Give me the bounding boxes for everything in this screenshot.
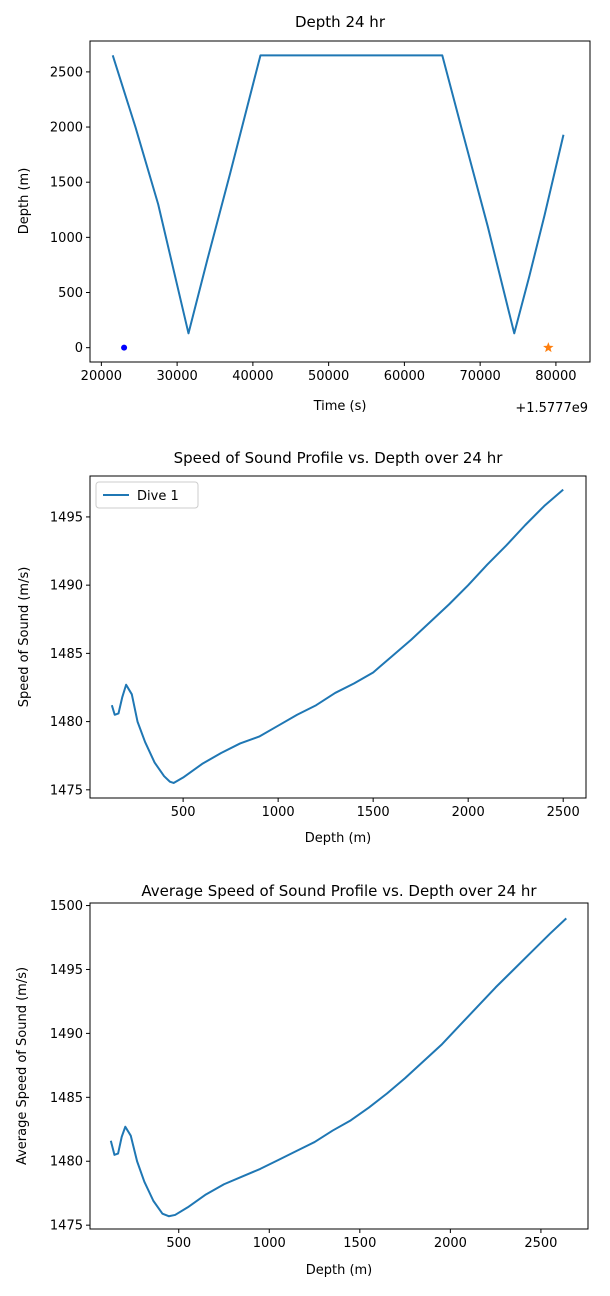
x-axis-offset-label: +1.5777e9	[515, 401, 588, 416]
x-tick-label: 30000	[156, 369, 197, 384]
y-tick-label: 2000	[50, 121, 83, 136]
x-tick-label: 2500	[524, 1236, 557, 1251]
axes-frame	[89, 40, 591, 363]
x-tick-label: 70000	[459, 369, 500, 384]
x-tick-label: 80000	[535, 369, 576, 384]
legend-frame	[95, 481, 199, 509]
axes-frame	[89, 475, 587, 799]
y-tick-label: 1480	[50, 1155, 83, 1170]
y-tick-label: 1475	[50, 1219, 83, 1234]
x-axis-label: Depth (m)	[305, 831, 372, 846]
x-axis-label: Time (s)	[313, 399, 367, 414]
axes-frame	[89, 902, 589, 1230]
y-tick-label: 1485	[50, 1091, 83, 1106]
y-tick-label: 1500	[50, 176, 83, 191]
chart-title: Depth 24 hr	[295, 13, 386, 31]
x-tick-label: 1000	[262, 805, 295, 820]
x-tick-label: 60000	[384, 369, 425, 384]
x-tick-label: 2500	[547, 805, 580, 820]
series-line-1	[111, 54, 565, 335]
legend: Dive 1	[95, 481, 199, 509]
plot-area	[110, 488, 564, 784]
y-tick-label: 1500	[50, 899, 83, 914]
y-tick-label: 1475	[50, 783, 83, 798]
x-tick-label: 500	[166, 1236, 191, 1251]
y-axis-label: Speed of Sound (m/s)	[17, 567, 32, 708]
x-tick-label: 2000	[434, 1236, 467, 1251]
y-tick-label: 1490	[50, 579, 83, 594]
x-tick-label: 500	[171, 805, 196, 820]
chart-title: Speed of Sound Profile vs. Depth over 24…	[174, 449, 504, 467]
marker-star	[543, 342, 554, 353]
x-axis-label: Depth (m)	[306, 1263, 373, 1278]
y-tick-label: 1000	[50, 231, 83, 246]
chart-title: Average Speed of Sound Profile vs. Depth…	[141, 882, 537, 900]
x-tick-label: 1500	[357, 805, 390, 820]
marker-dot	[121, 344, 128, 351]
y-tick-label: 1495	[50, 510, 83, 525]
chart-panel-average-sound-speed: Average Speed of Sound Profile vs. Depth…	[15, 882, 589, 1278]
y-tick-label: 1490	[50, 1027, 83, 1042]
y-tick-label: 500	[58, 286, 83, 301]
x-tick-label: 1000	[253, 1236, 286, 1251]
chart-panel-sound-speed: Speed of Sound Profile vs. Depth over 24…	[17, 449, 587, 846]
y-tick-label: 1480	[50, 715, 83, 730]
x-tick-label: 40000	[232, 369, 273, 384]
series-line-1	[110, 488, 564, 784]
legend-entry-label: Dive 1	[137, 489, 179, 504]
x-tick-label: 20000	[81, 369, 122, 384]
series-line-1	[109, 917, 567, 1218]
x-tick-label: 50000	[308, 369, 349, 384]
plot-area	[111, 54, 565, 353]
x-tick-label: 1500	[343, 1236, 376, 1251]
plot-area	[109, 917, 567, 1218]
y-tick-label: 1495	[50, 963, 83, 978]
y-tick-label: 2500	[50, 65, 83, 80]
y-axis-label: Average Speed of Sound (m/s)	[15, 967, 30, 1165]
y-axis-label: Depth (m)	[17, 168, 32, 235]
chart-panel-depth: Depth 24 hr Time (s) Depth (m) +1.5777e9…	[17, 13, 591, 416]
y-tick-label: 0	[75, 341, 83, 356]
x-tick-label: 2000	[452, 805, 485, 820]
y-tick-label: 1485	[50, 647, 83, 662]
